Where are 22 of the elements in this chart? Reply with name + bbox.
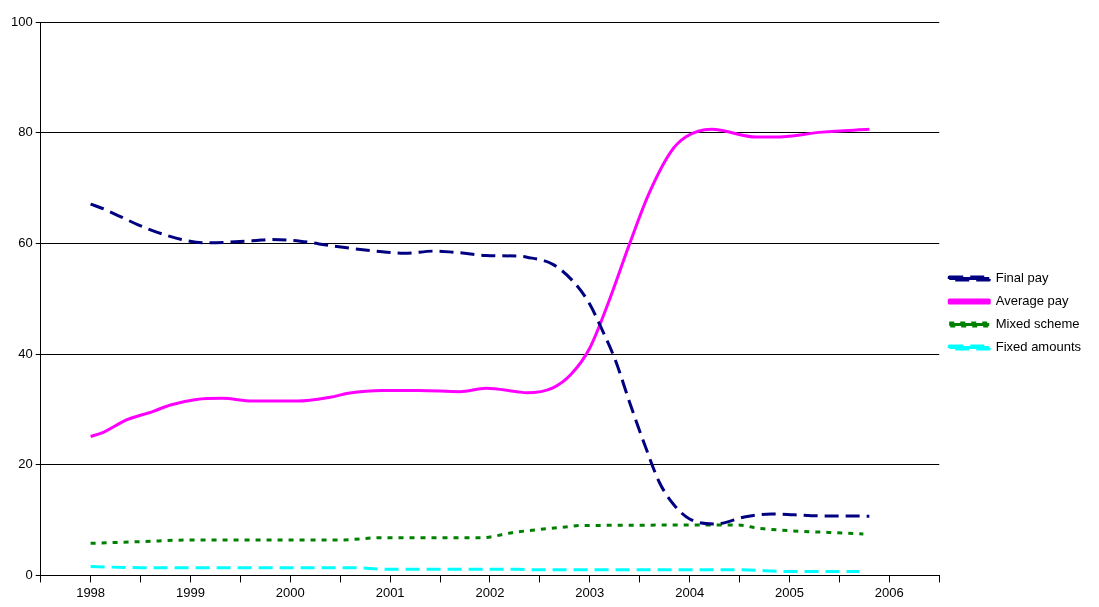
x-tick-label: 2005 [775, 584, 804, 600]
y-tick-label: 80 [18, 124, 33, 140]
line-series [89, 127, 871, 438]
x-tick-label: 2001 [375, 584, 405, 600]
y-tick-label: 100 [10, 13, 33, 29]
x-tick-label: 2006 [874, 584, 904, 600]
legend-label: Average pay [995, 293, 1069, 309]
x-tick-label: 1998 [76, 584, 106, 600]
y-tick-label: 60 [18, 234, 33, 250]
legend-label: Final pay [995, 270, 1049, 286]
x-tick-label: 1999 [175, 584, 205, 600]
x-tick-label: 2000 [275, 584, 305, 600]
x-tick-label: 2004 [675, 584, 705, 600]
y-tick-label: 20 [18, 456, 33, 472]
y-tick-label: 0 [25, 566, 33, 582]
legend-label: Mixed scheme [995, 316, 1080, 332]
y-tick-label: 40 [18, 345, 33, 361]
line-series [89, 523, 865, 545]
x-tick-label: 2002 [475, 584, 505, 600]
legend-label: Fixed amounts [995, 339, 1082, 355]
line-series [89, 202, 871, 526]
x-tick-label: 2003 [575, 584, 605, 600]
